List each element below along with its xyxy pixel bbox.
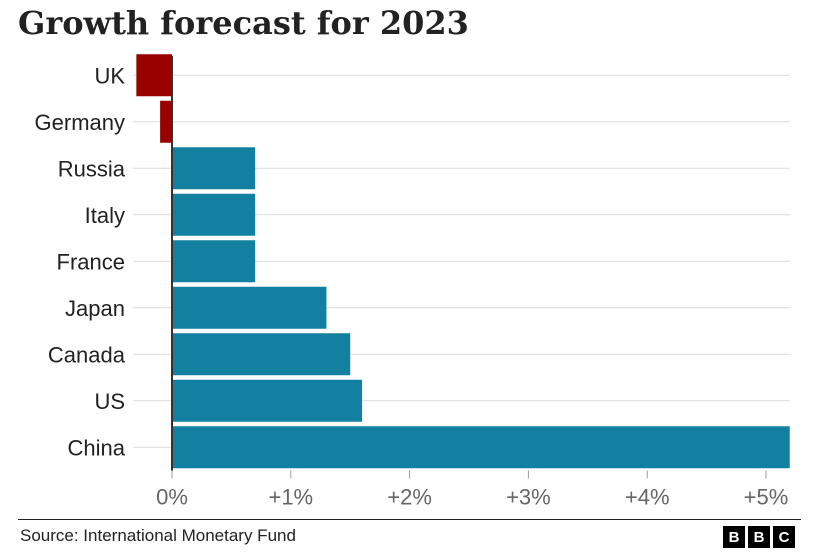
- x-tick-label: +5%: [744, 485, 789, 510]
- chart-title: Growth forecast for 2023: [18, 4, 469, 42]
- bar-china: [172, 426, 790, 469]
- category-label: Italy: [85, 203, 125, 228]
- bar-russia: [172, 147, 256, 190]
- category-label: US: [94, 389, 125, 414]
- bar-germany: [160, 100, 172, 143]
- bar-uk: [136, 54, 172, 97]
- bar-france: [172, 240, 256, 283]
- x-tick-label: +1%: [268, 485, 313, 510]
- category-label: Russia: [58, 156, 126, 181]
- bar-italy: [172, 193, 256, 236]
- category-label: Japan: [65, 296, 125, 321]
- category-label: Canada: [48, 342, 126, 367]
- bar-us: [172, 379, 363, 422]
- footer-divider: [18, 519, 801, 520]
- source-note: Source: International Monetary Fund: [20, 526, 296, 545]
- bbc-logo-letter: B: [748, 526, 770, 548]
- category-label: China: [68, 435, 126, 460]
- bbc-logo-letter: B: [723, 526, 745, 548]
- bbc-logo: B B C: [723, 526, 795, 548]
- category-label: Germany: [35, 110, 125, 135]
- category-label: UK: [94, 63, 125, 88]
- bbc-logo-letter: C: [773, 526, 795, 548]
- x-tick-label: +2%: [387, 485, 432, 510]
- bar-japan: [172, 286, 327, 329]
- category-label: France: [57, 249, 125, 274]
- x-tick-label: +3%: [506, 485, 551, 510]
- x-tick-label: 0%: [156, 485, 188, 510]
- x-tick-label: +4%: [625, 485, 670, 510]
- bar-canada: [172, 333, 351, 376]
- bar-chart: UK Germany Russia Italy France Japan Canada US C…: [35, 54, 790, 510]
